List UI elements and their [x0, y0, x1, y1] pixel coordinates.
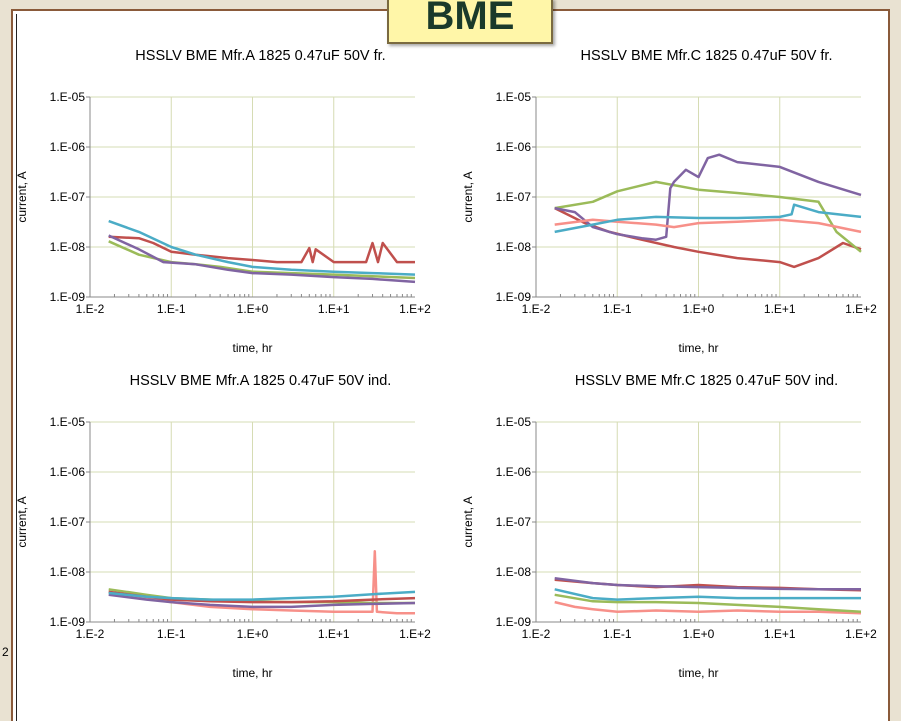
series-line-4	[554, 218, 862, 234]
x-tick-label: 1.E+0	[237, 302, 269, 316]
x-tick-label: 1.E+1	[318, 627, 350, 641]
x-axis-label: time, hr	[232, 666, 272, 680]
y-tick-label: 1.E-05	[50, 90, 86, 104]
badge-label: BME	[425, 0, 515, 38]
series-line-5	[554, 203, 862, 234]
y-tick-label: 1.E-09	[50, 290, 86, 304]
y-tick-label: 1.E-08	[50, 240, 86, 254]
x-tick-label: 1.E-1	[157, 302, 186, 316]
x-tick-label: 1.E-2	[76, 302, 105, 316]
x-tick-label: 1.E+0	[237, 627, 269, 641]
y-tick-label: 1.E-06	[496, 465, 532, 479]
y-tick-label: 1.E-07	[496, 515, 532, 529]
chart-4: HSSLV BME Mfr.C 1825 0.47uF 50V ind. 1.E-…	[461, 373, 877, 680]
x-tick-label: 1.E-2	[76, 627, 105, 641]
series-line-5	[554, 576, 861, 591]
chart-title: HSSLV BME Mfr.C 1825 0.47uF 50V fr.	[581, 48, 833, 64]
y-axis-label: current, A	[461, 171, 475, 222]
x-tick-label: 1.E-1	[157, 627, 186, 641]
panel-divider	[16, 14, 17, 721]
series-line-3	[554, 588, 861, 601]
x-tick-label: 1.E-2	[522, 302, 551, 316]
chart-title: HSSLV BME Mfr.A 1825 0.47uF 50V fr.	[135, 48, 385, 64]
y-tick-label: 1.E-09	[496, 290, 532, 304]
x-tick-label: 1.E+2	[399, 627, 431, 641]
series-line-1	[554, 600, 862, 615]
chart-1: HSSLV BME Mfr.A 1825 0.47uF 50V fr. 1.E-0…	[15, 48, 431, 355]
y-tick-label: 1.E-06	[50, 465, 86, 479]
content-panel	[11, 9, 890, 721]
y-tick-label: 1.E-08	[496, 565, 532, 579]
series-line-5	[108, 590, 416, 601]
y-axis-label: current, A	[15, 171, 29, 222]
y-tick-label: 1.E-08	[496, 240, 532, 254]
x-tick-label: 1.E-1	[603, 302, 632, 316]
y-tick-label: 1.E-06	[496, 140, 532, 154]
x-tick-label: 1.E+1	[318, 302, 350, 316]
series-line-3	[108, 234, 416, 284]
y-tick-label: 1.E-08	[50, 565, 86, 579]
x-tick-label: 1.E+2	[845, 302, 877, 316]
x-tick-label: 1.E+2	[399, 302, 431, 316]
x-tick-label: 1.E+0	[683, 302, 715, 316]
x-tick-label: 1.E-2	[522, 627, 551, 641]
series-line-2	[554, 593, 862, 614]
y-tick-label: 1.E-07	[496, 190, 532, 204]
x-tick-label: 1.E+1	[764, 627, 796, 641]
series-line-2	[554, 180, 862, 253]
x-axis-label: time, hr	[678, 666, 718, 680]
clipped-tick-label: 2	[2, 645, 9, 659]
chart-3: HSSLV BME Mfr.A 1825 0.47uF 50V ind. 1.E-…	[15, 373, 431, 680]
series-line-4	[108, 219, 416, 276]
y-axis-label: current, A	[461, 496, 475, 547]
y-tick-label: 1.E-05	[50, 415, 86, 429]
series-line-3	[108, 593, 416, 609]
series-line-3	[554, 153, 862, 241]
chart-2: HSSLV BME Mfr.C 1825 0.47uF 50V fr. 1.E-0…	[461, 48, 877, 355]
x-axis-label: time, hr	[232, 341, 272, 355]
y-tick-label: 1.E-09	[50, 615, 86, 629]
x-tick-label: 1.E+0	[683, 627, 715, 641]
y-axis-label: current, A	[15, 496, 29, 547]
bme-badge: BME	[387, 0, 553, 44]
x-tick-label: 1.E+2	[845, 627, 877, 641]
chart-title: HSSLV BME Mfr.A 1825 0.47uF 50V ind.	[130, 373, 392, 389]
chart-title: HSSLV BME Mfr.C 1825 0.47uF 50V ind.	[575, 373, 838, 389]
y-tick-label: 1.E-05	[496, 90, 532, 104]
y-tick-label: 1.E-09	[496, 615, 532, 629]
y-tick-label: 1.E-07	[50, 515, 86, 529]
x-axis-label: time, hr	[678, 341, 718, 355]
y-tick-label: 1.E-07	[50, 190, 86, 204]
y-tick-label: 1.E-06	[50, 140, 86, 154]
x-tick-label: 1.E+1	[764, 302, 796, 316]
y-tick-label: 1.E-05	[496, 415, 532, 429]
x-tick-label: 1.E-1	[603, 627, 632, 641]
series-line-1	[108, 235, 415, 264]
